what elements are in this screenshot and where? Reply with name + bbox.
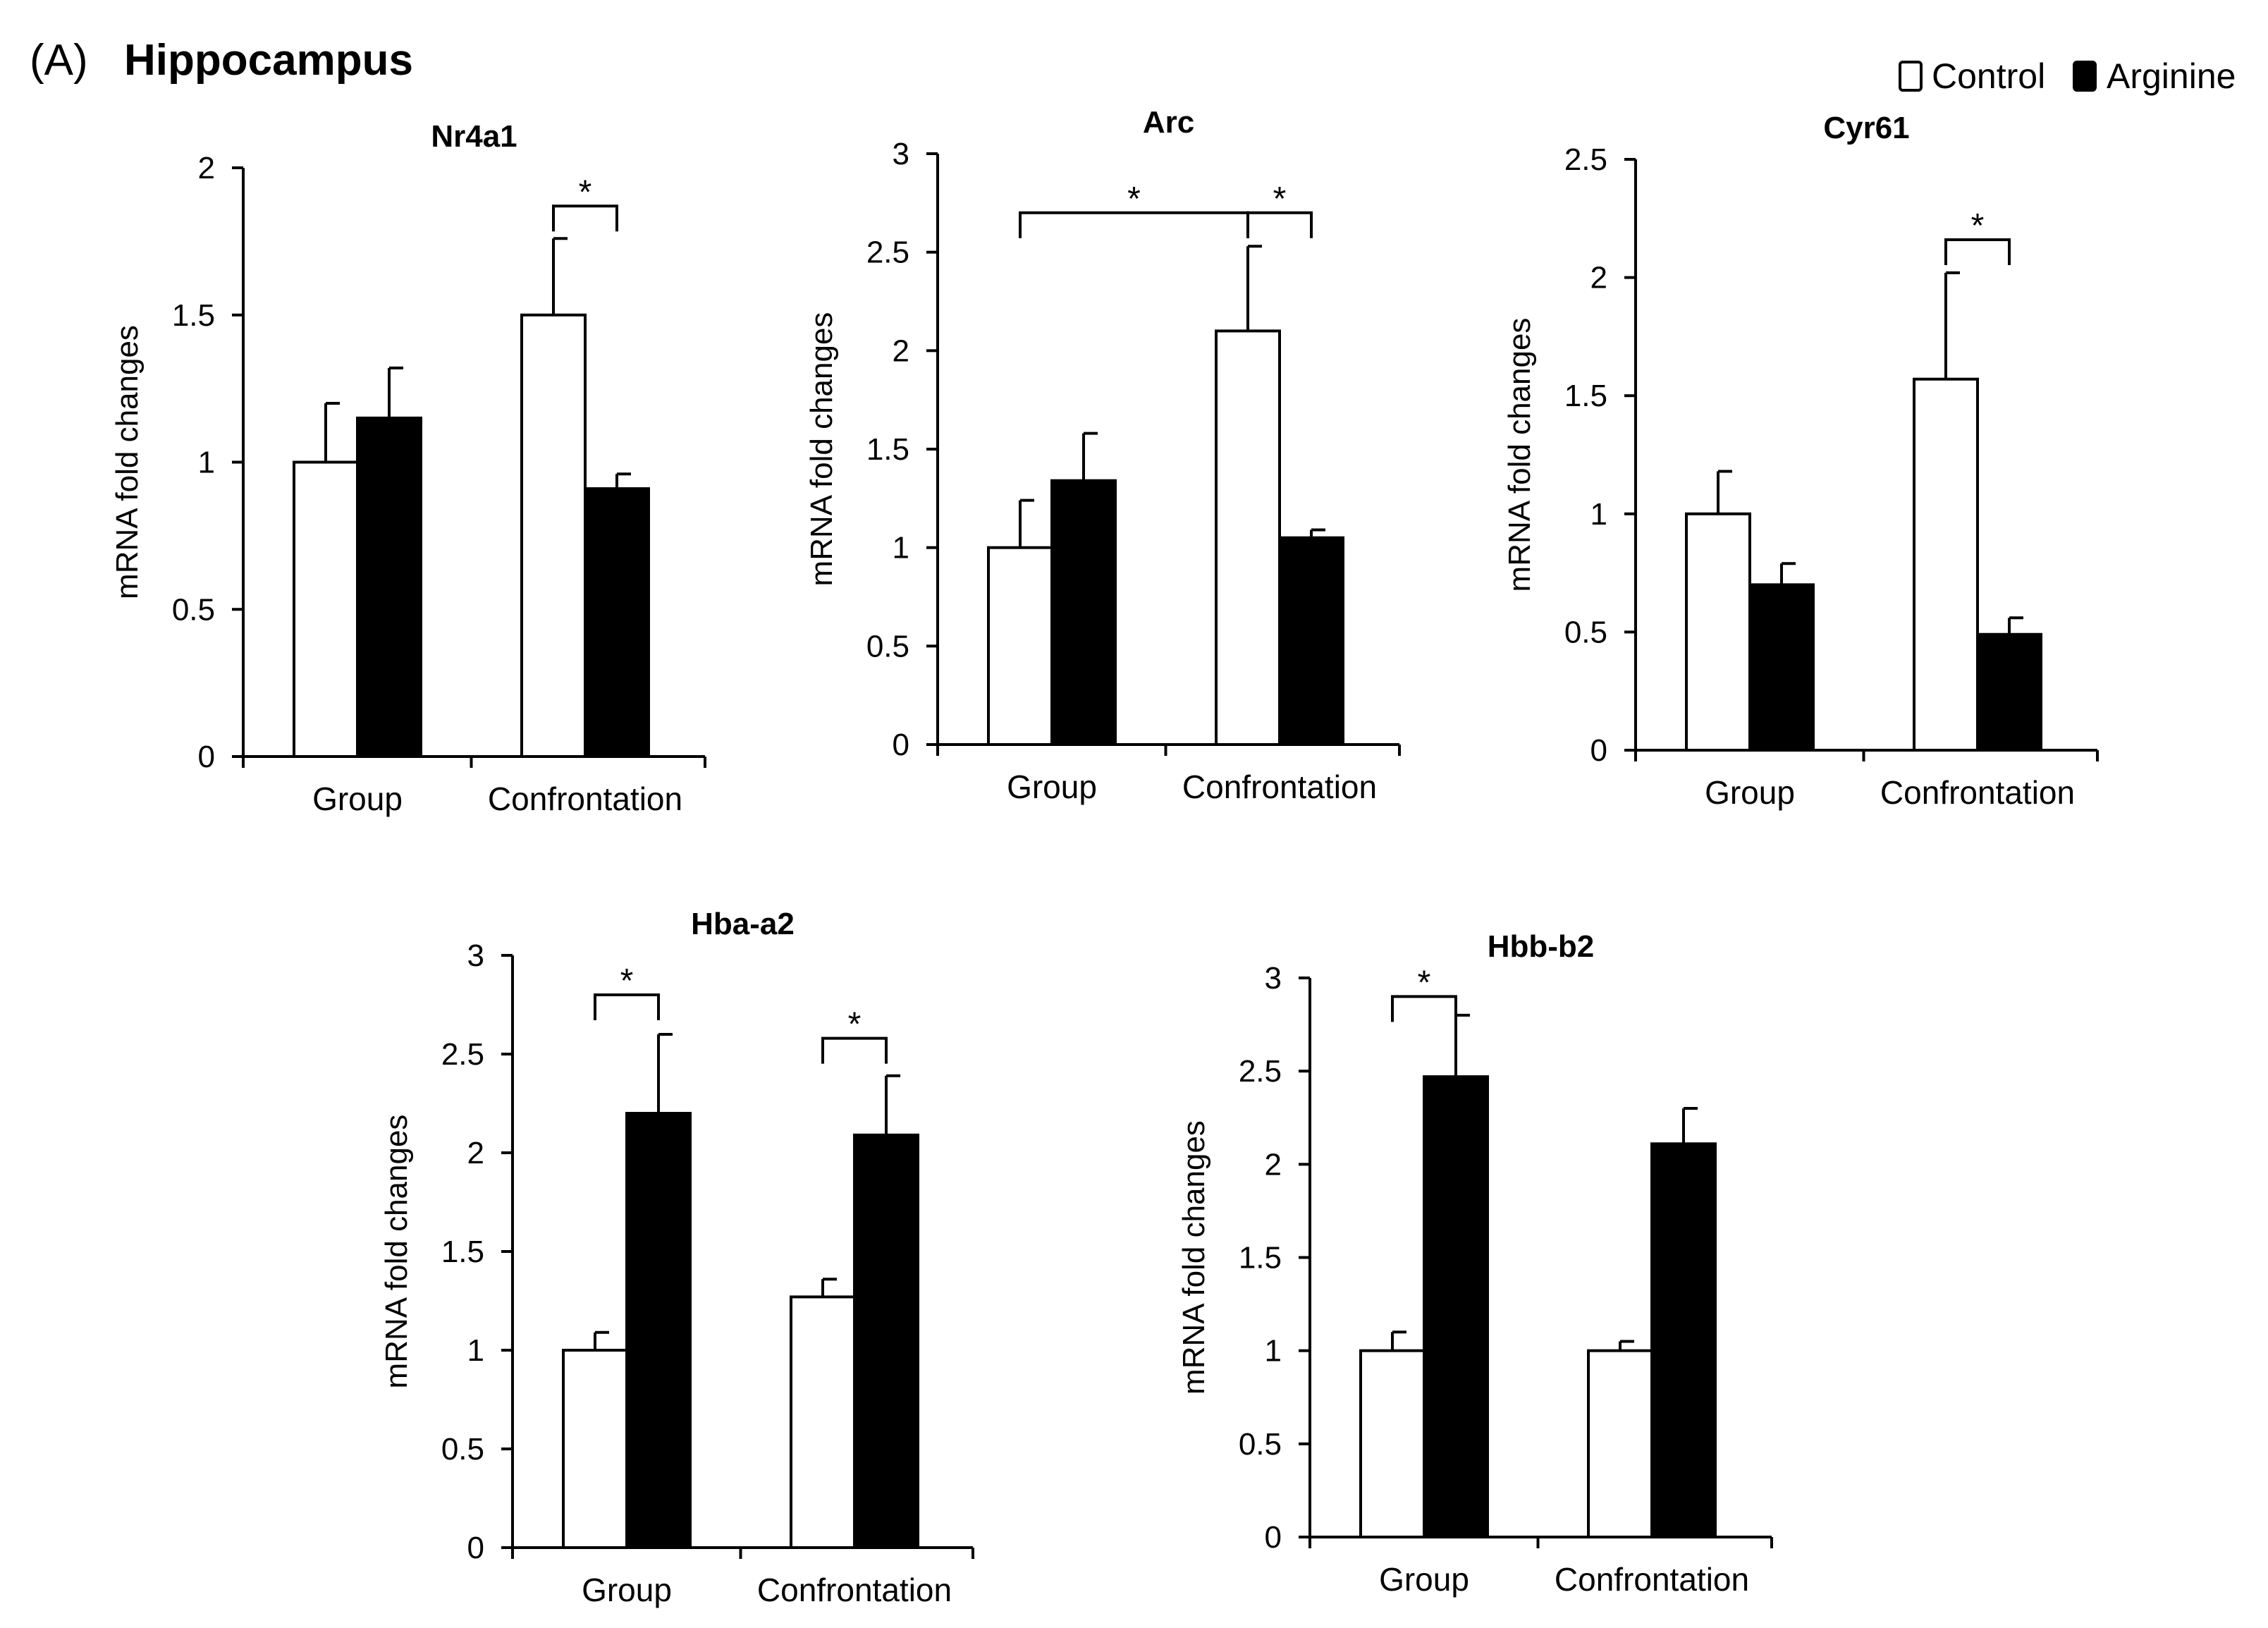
y-tick-label: 0 [467,1531,484,1565]
bar-arginine-confrontation [1278,536,1344,746]
y-tick-label: 1.5 [1239,1241,1282,1275]
significance-bracket [1246,211,1313,238]
y-tick-label: 0 [1265,1520,1282,1555]
category-label: Confrontation [757,1572,952,1608]
y-tick-label: 2 [1265,1147,1282,1182]
y-tick-label: 1 [1590,497,1607,532]
significance-label: * [848,1006,862,1043]
category-label: Group [312,781,403,817]
y-tick-label: 1 [893,531,909,565]
y-tick-label: 0.5 [866,629,909,663]
significance-label: * [1273,180,1287,218]
category-label: Confrontation [1555,1561,1749,1598]
y-tick-label: 3 [467,938,484,973]
significance-bracket [552,204,618,232]
y-tick-label: 1 [467,1333,484,1368]
chart-nr4a1: Nr4a1 0 0.5 1 1.5 2 Group Confrontation mRNA fol… [110,119,706,817]
y-tick-label: 1.5 [1564,379,1607,413]
y-axis-title: mRNA fold changes [379,1115,414,1389]
bar-arginine-group [356,416,422,758]
category-label: Confrontation [488,781,682,817]
legend-control-label: Control [1932,56,2045,96]
significance-label: * [579,173,592,211]
bar-arginine-group [1050,479,1117,747]
y-tick-label: 0.5 [441,1432,484,1467]
y-axis-title: mRNA fold changes [110,325,145,599]
significance-label: * [1418,964,1431,1001]
significance-bracket [594,993,660,1020]
category-label: Group [1705,774,1795,811]
bar-arginine-confrontation [584,487,650,758]
significance-label: * [1127,180,1141,218]
y-tick-label: 0 [1590,733,1607,768]
bar-arginine-group [1423,1075,1489,1538]
category-label: Group [1007,769,1097,805]
y-axis-title: mRNA fold changes [804,312,839,587]
chart-hbb-b2: Hbb-b2 0 0.5 1 1.5 2 2.5 3 Group Confrontation mRN… [1177,929,1773,1598]
bar-arginine-confrontation [853,1133,919,1550]
bar-control-confrontation [1215,329,1281,746]
bar-control-confrontation [1913,377,1979,752]
y-tick-label: 1.5 [172,298,215,333]
bar-control-group [293,460,359,758]
bar-control-confrontation [520,313,587,758]
y-tick-label: 1 [198,446,215,480]
category-label: Group [582,1572,672,1608]
y-tick-label: 3 [893,137,909,171]
y-tick-label: 2.5 [1564,142,1607,177]
y-tick-label: 1.5 [441,1235,484,1269]
charts: Nr4a1 0 0.5 1 1.5 2 Group Confrontation mRNA fol… [110,105,2099,1608]
chart-title: Hbb-b2 [1488,929,1595,964]
significance-bracket [821,1036,888,1064]
y-tick-label: 2 [1590,261,1607,295]
section-title: Hippocampus [124,36,413,85]
y-tick-label: 2 [467,1136,484,1170]
y-tick-label: 2.5 [441,1037,484,1072]
bar-control-group [562,1349,628,1549]
legend-arginine-swatch [2073,61,2097,92]
chart-title: Nr4a1 [431,119,517,154]
bar-control-group [1359,1349,1426,1538]
y-axis-title: mRNA fold changes [1502,318,1537,592]
category-label: Confrontation [1182,769,1377,805]
y-tick-label: 1.5 [866,432,909,467]
chart-hba-a2: Hba-a2 0 0.5 1 1.5 2 2.5 3 Group Confrontation mRN… [379,907,974,1608]
legend-control-swatch [1899,61,1923,92]
y-axis-title: mRNA fold changes [1177,1120,1211,1395]
bar-control-group [1685,512,1751,752]
y-tick-label: 2 [198,151,215,185]
bar-control-confrontation [790,1295,856,1550]
chart-title: Hba-a2 [691,907,795,941]
y-tick-label: 0.5 [1564,615,1607,649]
significance-bracket [1391,995,1457,1022]
chart-title: Arc [1143,105,1194,140]
significance-label: * [620,962,634,1000]
significance-label: * [1971,207,1985,245]
legend: Control Arginine [1899,56,2236,96]
chart-title: Cyr61 [1823,111,1909,145]
bar-control-confrontation [1587,1349,1653,1538]
chart-arc: Arc 0 0.5 1 1.5 2 2.5 3 Group Confrontation mRNA f… [804,105,1401,805]
panel-label: (A) [30,36,88,85]
y-tick-label: 0 [198,740,215,774]
category-label: Group [1379,1561,1469,1598]
y-tick-label: 2.5 [1239,1054,1282,1089]
category-label: Confrontation [1880,774,2075,811]
chart-cyr61: Cyr61 0 0.5 1 1.5 2 2.5 Group Confrontation mRNA … [1502,111,2099,811]
significance-bracket [1944,238,2011,265]
bar-arginine-group [1748,583,1815,752]
y-tick-label: 3 [1265,961,1282,996]
bar-arginine-confrontation [1976,632,2042,752]
legend-arginine-label: Arginine [2107,56,2236,96]
bar-arginine-group [625,1112,692,1549]
bar-arginine-confrontation [1650,1142,1717,1539]
y-tick-label: 2 [893,333,909,368]
y-tick-label: 0.5 [172,592,215,627]
y-tick-label: 0 [893,728,909,762]
bar-control-group [987,546,1053,747]
y-tick-label: 1 [1265,1334,1282,1369]
y-tick-label: 0.5 [1239,1427,1282,1462]
y-tick-label: 2.5 [866,235,909,270]
